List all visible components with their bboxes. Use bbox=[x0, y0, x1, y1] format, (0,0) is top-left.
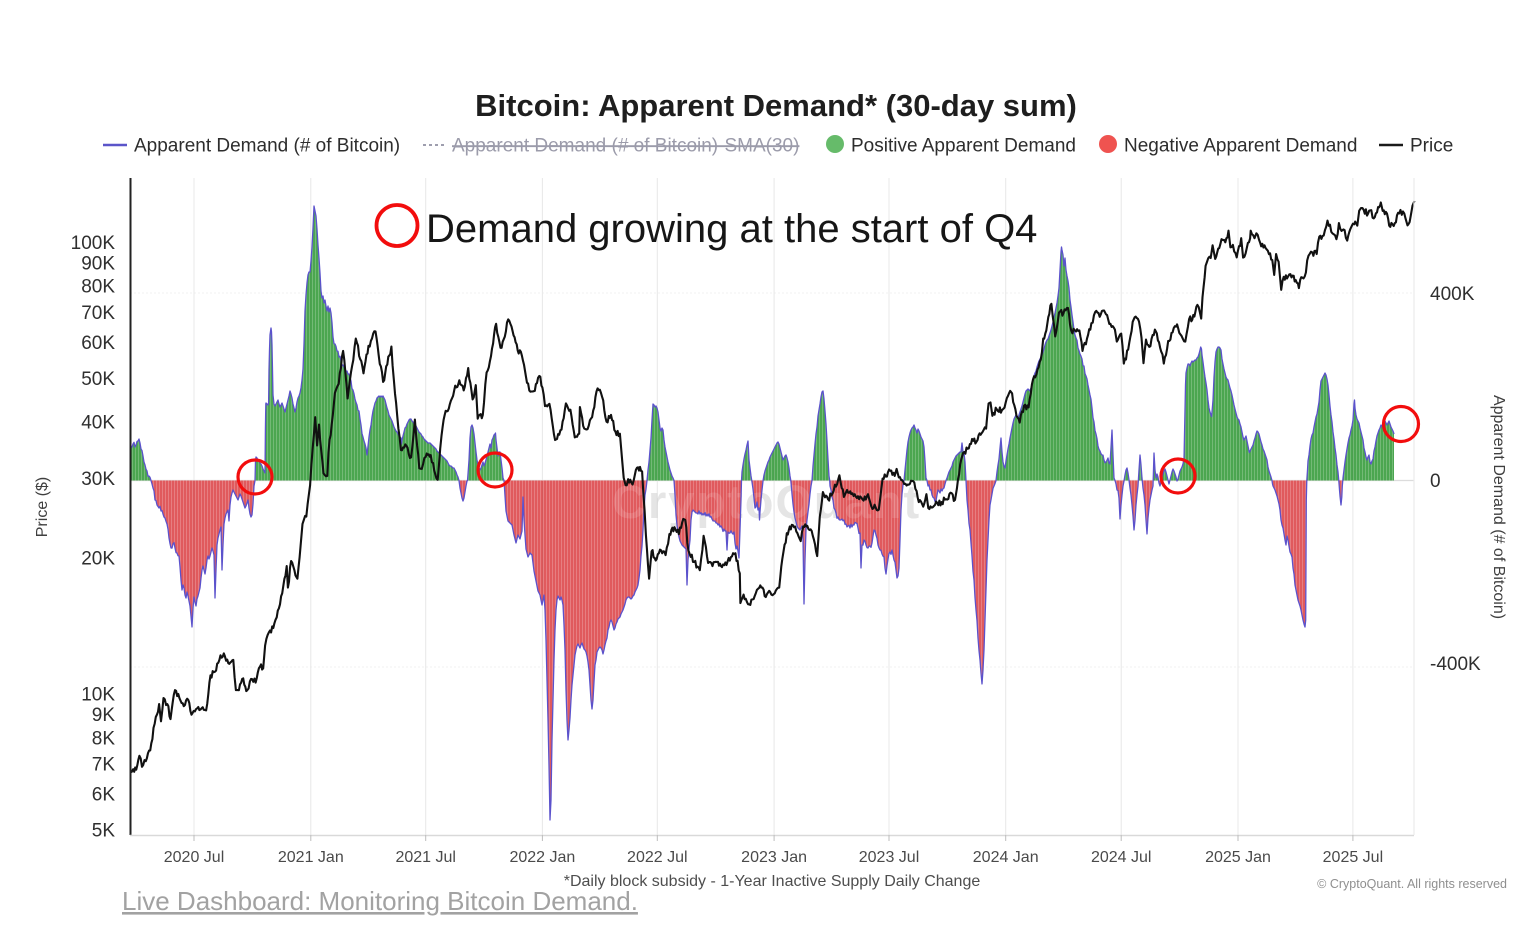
svg-text:Negative Apparent Demand: Negative Apparent Demand bbox=[1124, 136, 1357, 157]
svg-text:10K: 10K bbox=[81, 685, 115, 706]
svg-text:7K: 7K bbox=[92, 755, 116, 776]
svg-text:Apparent Demand (# of Bitcoin): Apparent Demand (# of Bitcoin)-SMA(30) bbox=[452, 136, 799, 157]
svg-text:60K: 60K bbox=[81, 333, 115, 354]
svg-text:Demand growing at the start of: Demand growing at the start of Q4 bbox=[426, 207, 1037, 251]
svg-text:2021 Jul: 2021 Jul bbox=[395, 849, 456, 866]
svg-text:6K: 6K bbox=[92, 785, 116, 806]
svg-text:90K: 90K bbox=[81, 254, 115, 275]
svg-text:100K: 100K bbox=[71, 233, 116, 254]
svg-text:2023 Jan: 2023 Jan bbox=[741, 849, 807, 866]
svg-text:Live Dashboard: Monitoring Bit: Live Dashboard: Monitoring Bitcoin Deman… bbox=[122, 886, 638, 916]
svg-text:© CryptoQuant. All rights rese: © CryptoQuant. All rights reserved bbox=[1317, 877, 1507, 891]
svg-text:Bitcoin: Apparent Demand* (30-: Bitcoin: Apparent Demand* (30-day sum) bbox=[475, 88, 1077, 123]
svg-text:Positive Apparent Demand: Positive Apparent Demand bbox=[851, 136, 1076, 157]
svg-text:5K: 5K bbox=[92, 821, 116, 842]
svg-text:40K: 40K bbox=[81, 413, 115, 434]
svg-text:Apparent Demand (# of Bitcoin): Apparent Demand (# of Bitcoin) bbox=[134, 136, 400, 157]
svg-text:Price: Price bbox=[1410, 136, 1453, 157]
svg-text:8K: 8K bbox=[92, 728, 116, 749]
svg-text:20K: 20K bbox=[81, 549, 115, 570]
svg-text:*Daily block subsidy - 1-Year: *Daily block subsidy - 1-Year Inactive S… bbox=[564, 873, 981, 890]
svg-text:2022 Jan: 2022 Jan bbox=[509, 849, 575, 866]
svg-text:400K: 400K bbox=[1430, 284, 1475, 305]
svg-text:2024 Jul: 2024 Jul bbox=[1091, 849, 1152, 866]
svg-text:Apparent Demand (# of Bitcoin): Apparent Demand (# of Bitcoin) bbox=[1490, 395, 1507, 619]
svg-text:2020 Jul: 2020 Jul bbox=[164, 849, 225, 866]
svg-text:-400K: -400K bbox=[1430, 654, 1481, 675]
svg-text:Price ($): Price ($) bbox=[34, 477, 51, 537]
svg-text:2023 Jul: 2023 Jul bbox=[859, 849, 920, 866]
svg-text:2025 Jan: 2025 Jan bbox=[1205, 849, 1271, 866]
svg-text:0: 0 bbox=[1430, 471, 1441, 492]
svg-text:30K: 30K bbox=[81, 469, 115, 490]
svg-text:70K: 70K bbox=[81, 303, 115, 324]
svg-text:2024 Jan: 2024 Jan bbox=[973, 849, 1039, 866]
svg-text:CryptoQuant: CryptoQuant bbox=[612, 475, 921, 528]
svg-text:50K: 50K bbox=[81, 369, 115, 390]
svg-text:2025 Jul: 2025 Jul bbox=[1323, 849, 1384, 866]
svg-text:2021 Jan: 2021 Jan bbox=[278, 849, 344, 866]
svg-text:9K: 9K bbox=[92, 705, 116, 726]
svg-text:2022 Jul: 2022 Jul bbox=[627, 849, 688, 866]
svg-text:80K: 80K bbox=[81, 277, 115, 298]
